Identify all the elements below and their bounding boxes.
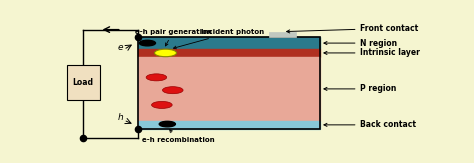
Bar xyxy=(138,121,320,129)
Text: Incident photon: Incident photon xyxy=(173,29,264,49)
Circle shape xyxy=(159,121,175,127)
Text: Load: Load xyxy=(73,78,94,87)
Circle shape xyxy=(139,40,155,46)
Text: Front contact: Front contact xyxy=(287,24,419,33)
Text: e: e xyxy=(118,43,124,52)
Text: Intrinsic layer: Intrinsic layer xyxy=(324,48,420,57)
Point xyxy=(135,36,142,38)
Text: N region: N region xyxy=(324,39,398,48)
Bar xyxy=(269,32,296,37)
Text: P region: P region xyxy=(324,84,397,93)
Text: Back contact: Back contact xyxy=(324,120,417,129)
Bar xyxy=(66,65,100,100)
Text: e-h recombination: e-h recombination xyxy=(142,130,215,143)
Point xyxy=(79,136,87,139)
Bar xyxy=(138,57,320,121)
Text: h: h xyxy=(118,113,124,122)
Text: e-h pair generation: e-h pair generation xyxy=(135,29,211,46)
Circle shape xyxy=(152,101,172,108)
Circle shape xyxy=(163,87,183,94)
Point xyxy=(135,127,142,130)
Bar xyxy=(138,37,320,129)
Bar xyxy=(138,49,320,57)
Circle shape xyxy=(155,49,176,57)
Circle shape xyxy=(146,74,167,81)
Bar xyxy=(138,37,320,49)
